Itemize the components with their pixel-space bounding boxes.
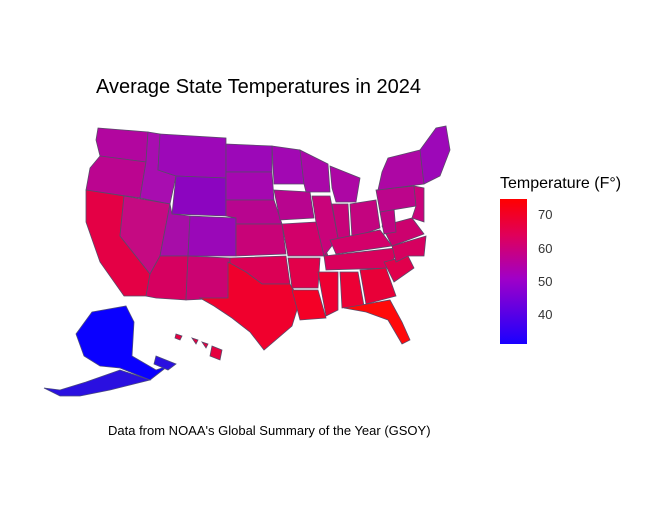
state-michigan <box>329 165 361 203</box>
state-ohio <box>349 199 381 239</box>
state-colorado <box>187 215 237 257</box>
state-north-carolina <box>391 235 427 263</box>
legend-tick-70: 70 <box>538 207 553 222</box>
state-kansas <box>235 223 287 257</box>
state-wisconsin <box>299 149 331 193</box>
legend-tick-60: 60 <box>538 241 553 256</box>
state-alaska <box>43 305 177 397</box>
state-montana <box>157 133 227 179</box>
state-new-mexico <box>185 255 231 301</box>
state-new-jersey-md-de <box>411 185 425 223</box>
state-texas <box>198 261 301 351</box>
state-pennsylvania <box>375 185 417 213</box>
state-arkansas <box>287 257 321 289</box>
state-new-york <box>377 149 425 191</box>
state-alabama <box>339 271 365 309</box>
state-south-dakota <box>225 171 275 201</box>
state-louisiana <box>291 289 327 321</box>
map-caption: Data from NOAA's Global Summary of the Y… <box>108 423 431 438</box>
legend-tick-40: 40 <box>538 307 553 322</box>
state-wyoming <box>171 175 227 217</box>
state-hawaii <box>174 333 223 361</box>
legend-tick-50: 50 <box>538 274 553 289</box>
state-mississippi <box>317 271 339 317</box>
state-new-england <box>419 125 451 185</box>
state-minnesota <box>271 145 305 185</box>
state-iowa <box>273 189 315 221</box>
legend-title: Temperature (F°) <box>500 175 622 192</box>
state-florida <box>343 299 411 345</box>
legend-color-bar <box>500 199 527 344</box>
map-title: Average State Temperatures in 2024 <box>96 76 422 98</box>
state-north-dakota <box>225 143 273 173</box>
state-georgia <box>359 267 397 305</box>
